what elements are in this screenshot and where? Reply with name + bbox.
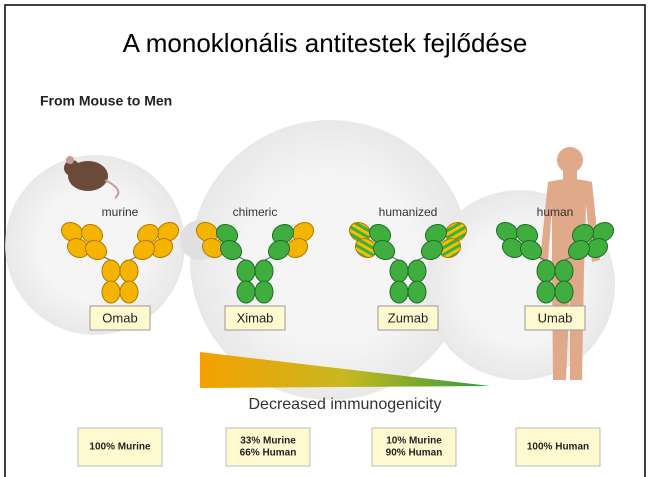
domain: [390, 260, 408, 282]
domain: [537, 260, 555, 282]
domain: [102, 281, 120, 303]
domain: [537, 281, 555, 303]
name-label: Zumab: [388, 310, 428, 325]
domain: [120, 260, 138, 282]
domain: [237, 281, 255, 303]
domain: [555, 281, 573, 303]
composition-text: 66% Human: [240, 448, 297, 459]
composition-text: 33% Murine: [240, 436, 296, 447]
domain: [555, 260, 573, 282]
title: A monoklonális antitestek fejlődése: [123, 28, 528, 58]
name-label: Ximab: [237, 310, 274, 325]
column-label: humanized: [379, 205, 438, 219]
domain: [408, 260, 426, 282]
domain: [408, 281, 426, 303]
column-label: human: [537, 205, 574, 219]
subtitle: From Mouse to Men: [40, 93, 172, 109]
composition-text: 100% Human: [527, 442, 589, 453]
domain: [120, 281, 138, 303]
name-label: Omab: [102, 310, 137, 325]
domain: [255, 260, 273, 282]
domain: [390, 281, 408, 303]
slide: A monoklonális antitestek fejlődése From…: [0, 0, 650, 477]
composition-text: 10% Murine: [386, 436, 442, 447]
domain: [102, 260, 120, 282]
background-circles: [5, 120, 615, 400]
column-label: chimeric: [233, 205, 278, 219]
composition-text: 100% Murine: [89, 442, 151, 453]
domain: [237, 260, 255, 282]
domain: [255, 281, 273, 303]
arrow-label: Decreased immunogenicity: [249, 396, 442, 413]
name-label: Umab: [538, 310, 573, 325]
composition-text: 90% Human: [386, 448, 443, 459]
column-label: murine: [102, 205, 139, 219]
